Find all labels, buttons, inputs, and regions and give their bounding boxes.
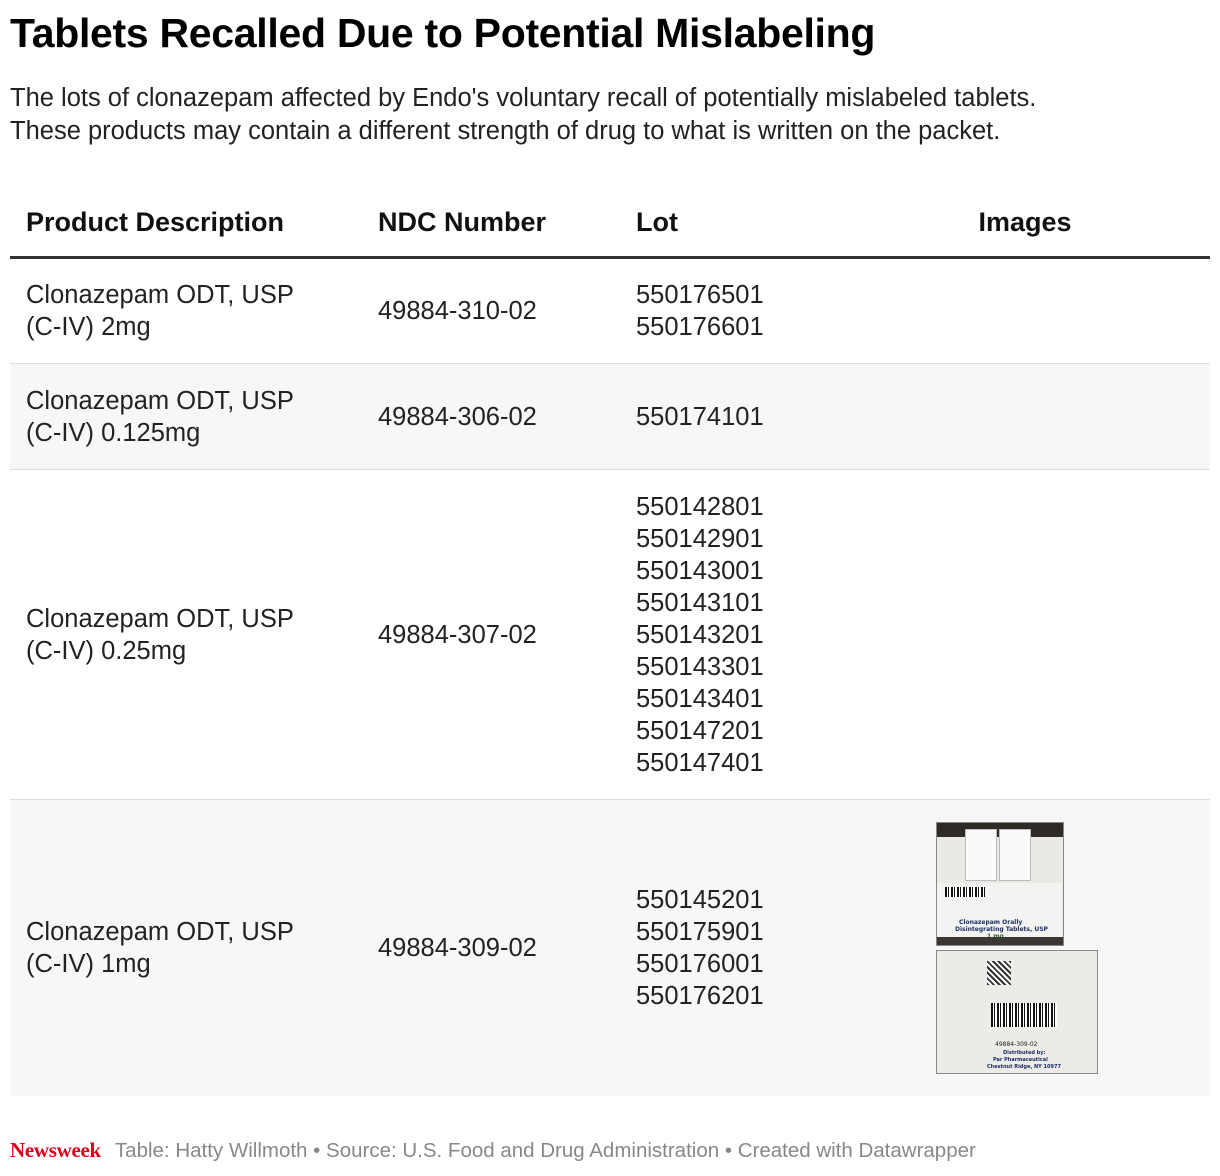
product-line: (C-IV) 0.25mg	[26, 636, 187, 665]
newsweek-logo[interactable]: Newsweek	[10, 1138, 101, 1162]
header-ndc-number[interactable]: NDC Number	[362, 188, 620, 259]
subtitle-line: The lots of clonazepam affected by Endo'…	[10, 84, 1037, 112]
table-row: Clonazepam ODT, USP (C-IV) 1mg 49884-309…	[10, 799, 1210, 1096]
product-line: Clonazepam ODT, USP	[26, 604, 294, 633]
table-header-row: Product Description NDC Number Lot Image…	[10, 188, 1210, 259]
subtitle-line: These products may contain a different s…	[10, 117, 1001, 145]
product-line: (C-IV) 0.125mg	[26, 418, 201, 447]
lot-number: 550174101	[636, 402, 764, 431]
lot-cell: 550145201 550175901 550176001 550176201	[620, 799, 920, 1096]
table-row: Clonazepam ODT, USP (C-IV) 0.25mg 49884-…	[10, 469, 1210, 800]
footer: Newsweek Table: Hatty Willmoth • Source:…	[10, 1138, 976, 1163]
page-subtitle: The lots of clonazepam affected by Endo'…	[10, 82, 1210, 148]
table-row: Clonazepam ODT, USP (C-IV) 2mg 49884-310…	[10, 257, 1210, 364]
header-product-description[interactable]: Product Description	[10, 188, 362, 259]
lot-number: 550143401	[636, 684, 764, 713]
lot-number: 550143301	[636, 652, 764, 681]
lot-number: 550176601	[636, 313, 764, 341]
package-front-image[interactable]: Clonazepam Orally Disintegrating Tablets…	[936, 821, 1064, 946]
footer-credit: Table: Hatty Willmoth • Source: U.S. Foo…	[114, 1138, 976, 1162]
image-label: Chestnut Ridge, NY 10977	[987, 1063, 1061, 1070]
lot-number: 550176501	[636, 281, 764, 309]
blister-pack	[999, 828, 1031, 881]
images-cell	[920, 363, 1210, 470]
lot-number: 550143001	[636, 556, 764, 585]
package-back-image[interactable]: 49884-309-02 Distributed by: Par Pharmac…	[936, 949, 1098, 1074]
lot-number: 550142901	[636, 524, 764, 553]
product-cell: Clonazepam ODT, USP (C-IV) 0.125mg	[10, 363, 362, 470]
table-row: Clonazepam ODT, USP (C-IV) 0.125mg 49884…	[10, 363, 1210, 470]
ndc-cell: 49884-307-02	[362, 469, 620, 800]
product-line: (C-IV) 2mg	[26, 313, 151, 341]
image-label: Par Pharmaceutical	[993, 1056, 1048, 1063]
product-line: (C-IV) 1mg	[26, 949, 151, 978]
ndc-cell: 49884-309-02	[362, 799, 620, 1096]
product-cell: Clonazepam ODT, USP (C-IV) 0.25mg	[10, 469, 362, 800]
header-images-label: Images	[978, 206, 1072, 237]
lot-number: 550147201	[636, 716, 764, 745]
lot-cell: 550142801 550142901 550143001 550143101 …	[620, 469, 920, 800]
qr-code	[987, 960, 1011, 985]
product-line: Clonazepam ODT, USP	[26, 917, 294, 946]
lot-number: 550142801	[636, 492, 764, 521]
lot-number: 550175901	[636, 917, 764, 946]
product-line: Clonazepam ODT, USP	[26, 386, 294, 415]
barcode	[991, 1002, 1057, 1027]
images-cell: Clonazepam Orally Disintegrating Tablets…	[920, 799, 1210, 1096]
lot-number: 550147401	[636, 748, 764, 777]
ndc-cell: 49884-306-02	[362, 363, 620, 470]
image-background	[937, 936, 1063, 945]
lot-number: 550143101	[636, 588, 764, 617]
product-line: Clonazepam ODT, USP	[26, 281, 294, 309]
image-label: Distributed by:	[1003, 1049, 1046, 1056]
recall-table: Product Description NDC Number Lot Image…	[10, 188, 1210, 1096]
header-images[interactable]: Images	[920, 188, 1210, 259]
image-label: 49884-309-02	[995, 1040, 1038, 1048]
lot-number: 550176001	[636, 949, 764, 978]
page-title: Tablets Recalled Due to Potential Mislab…	[10, 10, 876, 56]
images-cell	[920, 257, 1210, 364]
lot-number: 550176201	[636, 981, 764, 1010]
ndc-cell: 49884-310-02	[362, 257, 620, 364]
lot-cell: 550174101	[620, 363, 920, 470]
image-label: Disintegrating Tablets, USP	[955, 925, 1048, 933]
images-cell	[920, 469, 1210, 800]
header-lot[interactable]: Lot	[620, 188, 920, 259]
blister-pack	[965, 828, 997, 881]
lot-number: 550143201	[636, 620, 764, 649]
product-cell: Clonazepam ODT, USP (C-IV) 1mg	[10, 799, 362, 1096]
image-label: 1 mg	[987, 921, 1004, 945]
image-label: Clonazepam Orally	[959, 918, 1023, 926]
product-cell: Clonazepam ODT, USP (C-IV) 2mg	[10, 257, 362, 364]
barcode	[945, 886, 985, 897]
lot-number: 550145201	[636, 885, 764, 914]
lot-cell: 550176501 550176601	[620, 257, 920, 364]
